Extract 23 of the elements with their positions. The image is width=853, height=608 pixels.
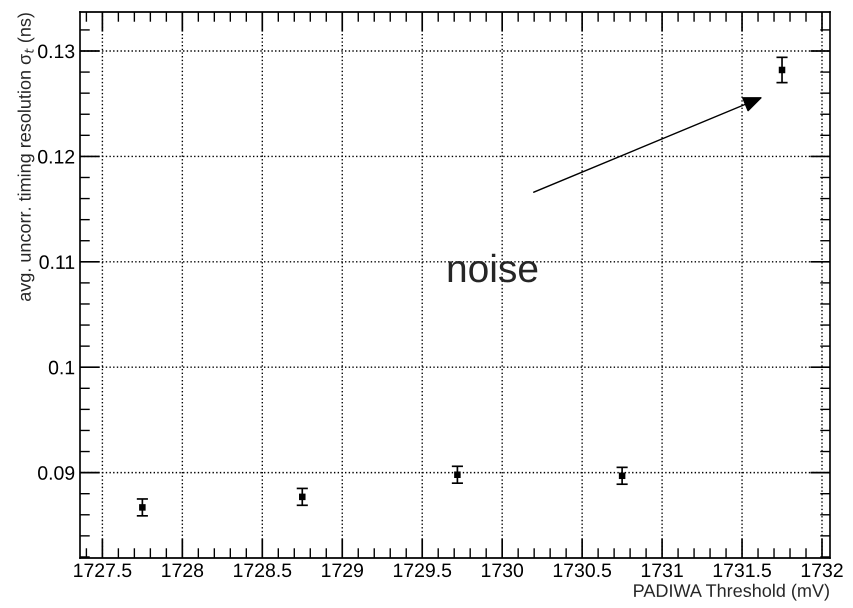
x-tick-label: 1729: [322, 563, 363, 578]
x-tick-label: 1731: [642, 563, 683, 578]
x-tick-label: 1731.5: [714, 563, 771, 578]
x-tick-label: 1728: [162, 563, 204, 578]
x-tick-label: 1727.5: [74, 563, 132, 578]
point: [778, 66, 786, 74]
y-axis-title: avg. uncorr. timing resolution σ$_{t}$ (ns): [18, 13, 34, 302]
y-tick-label: 0.09: [38, 466, 74, 480]
annotation: noise: [448, 254, 538, 282]
point: [139, 504, 146, 511]
point: [454, 471, 461, 478]
x-tick-label: 1728.5: [234, 563, 292, 578]
x-axis-title: PADIWA Threshold (mV): [634, 584, 829, 601]
y-tick-label: 0.11: [39, 255, 74, 270]
point: [618, 472, 626, 480]
point: [299, 494, 306, 500]
y-tick-label: 0.13: [38, 44, 74, 58]
x-tick-label: 1730: [482, 563, 524, 578]
x-tick-label: 1732: [802, 563, 843, 578]
y-tick-label: 0.1: [48, 360, 74, 374]
x-tick-label: 1729.5: [394, 563, 452, 578]
x-tick-label: 1730.5: [554, 563, 612, 578]
y-tick-label: 0.12: [38, 150, 74, 164]
